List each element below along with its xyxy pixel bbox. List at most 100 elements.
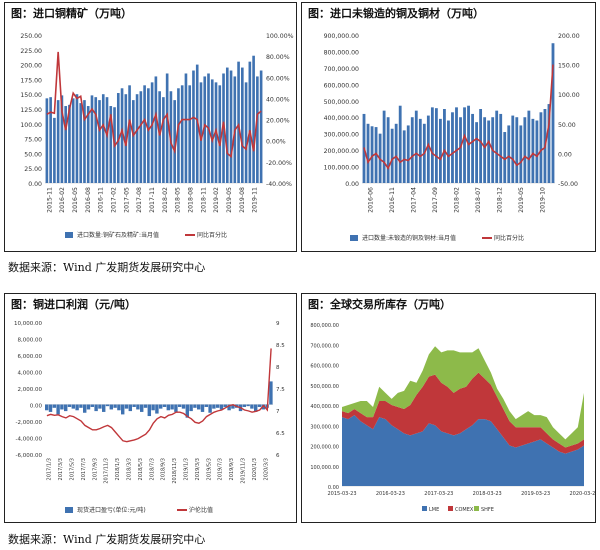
- bar: [48, 404, 53, 412]
- y-left-tick-label: 700,000.00: [324, 66, 359, 73]
- bar: [71, 404, 76, 409]
- legend-swatch: [65, 232, 73, 238]
- y-left-tick-label: 25.00: [24, 166, 42, 173]
- bar: [105, 97, 109, 183]
- legend-label: 同比百分比: [494, 234, 524, 242]
- y-left-tick-label: 175.00: [20, 77, 42, 84]
- x-tick-label: 2019/5/3: [206, 458, 212, 480]
- legend-label: 进口数量:未锻造的铜及铜材:当月值: [362, 234, 456, 242]
- bar: [105, 404, 110, 407]
- bar: [162, 97, 165, 183]
- series-line: [46, 51, 262, 159]
- y-right-tick-label: 6.5: [276, 431, 285, 437]
- y-left-tick-label: 8,000.00: [18, 338, 43, 344]
- bar: [402, 130, 406, 183]
- x-tick-label: 2016-05: [72, 187, 79, 213]
- legend-swatch: [474, 506, 479, 511]
- bar: [370, 126, 374, 183]
- bar: [443, 109, 446, 183]
- bar: [49, 97, 52, 183]
- bar: [231, 404, 235, 409]
- y-left-tick-label: 75.00: [24, 137, 42, 144]
- bar: [223, 404, 228, 407]
- bar: [471, 113, 474, 183]
- bar: [256, 76, 259, 183]
- bar: [79, 103, 83, 183]
- bar: [244, 82, 248, 183]
- chart-exchange-inventory: 0.00 100,000.00 200,000.00 300,000.00 400,00…: [310, 323, 595, 513]
- y-left-tick-label: 300,000.00: [324, 132, 359, 139]
- x-tick-label: 2018/7/3: [149, 458, 155, 480]
- bar: [459, 117, 462, 183]
- source-note: 数据来源：Wind 广发期货发展研究中心: [8, 261, 206, 274]
- x-tick-label: 2020-03-23: [569, 491, 595, 497]
- bar: [507, 125, 511, 183]
- bar: [178, 404, 182, 407]
- y-right-tick-label: 7: [276, 409, 280, 415]
- legend-swatch: [350, 235, 358, 241]
- bar: [192, 70, 195, 183]
- y-left-tick-label: 300,000.00: [310, 424, 339, 430]
- bar: [173, 100, 176, 183]
- x-tick-label: 2017/1/3: [47, 458, 53, 480]
- bar: [64, 106, 67, 183]
- bar: [53, 117, 56, 183]
- y-right-tick-label: 80.00%: [266, 54, 290, 61]
- y-right-tick-label: 60.00%: [266, 75, 290, 82]
- source-note: 数据来源：Wind 广发期货发展研究中心: [8, 533, 206, 546]
- y-left-tick-label: 0.00: [345, 181, 359, 188]
- bar: [390, 128, 394, 183]
- bar: [83, 404, 87, 413]
- bar: [67, 404, 72, 407]
- bar: [438, 118, 442, 183]
- bar: [188, 85, 192, 183]
- bar: [98, 100, 101, 183]
- x-tick-label: 2017-05: [123, 187, 130, 213]
- bar: [143, 85, 146, 183]
- legend-swatch: [422, 506, 427, 511]
- y-right-tick-label: -50.00: [558, 181, 578, 188]
- bar: [523, 117, 527, 183]
- bar: [166, 404, 171, 411]
- legend-label: LME: [429, 507, 439, 513]
- bar: [150, 82, 154, 183]
- area-shfe: [342, 346, 584, 448]
- bar: [170, 404, 174, 410]
- bar: [128, 404, 133, 412]
- bar: [132, 404, 136, 407]
- bar: [479, 109, 483, 183]
- bar: [218, 85, 222, 183]
- bar: [180, 85, 184, 183]
- bar: [455, 107, 458, 183]
- panel-import-profit: 图：铜进口利润（元/吨） -6,000.00 -4,000.00 -2,000.00…: [4, 293, 297, 523]
- y-left-tick-label: 400,000.00: [324, 115, 359, 122]
- x-tick-label: 2019-08: [239, 187, 246, 213]
- legend-label: COMEX: [455, 507, 474, 513]
- x-tick-label: 2017/11/3: [104, 458, 110, 484]
- bar: [519, 125, 523, 183]
- y-left-tick-label: -6,000.00: [16, 453, 43, 459]
- bar: [174, 404, 178, 412]
- bar: [426, 115, 430, 183]
- bar: [447, 120, 450, 183]
- bar: [463, 107, 466, 183]
- bar: [75, 404, 79, 411]
- bar: [94, 404, 98, 412]
- y-left-tick-label: 600,000.00: [310, 364, 339, 370]
- x-tick-label: 2019-05: [518, 187, 525, 213]
- bar: [398, 105, 402, 183]
- bar: [121, 404, 125, 415]
- x-tick-label: 2017-02: [111, 187, 118, 213]
- y-left-tick-label: -4,000.00: [16, 437, 43, 443]
- bar: [511, 115, 515, 183]
- y-left-tick-label: 600,000.00: [324, 82, 359, 89]
- y-right-tick-label: -40.00%: [266, 181, 292, 188]
- bar: [181, 404, 186, 409]
- bar: [185, 404, 190, 418]
- bar: [86, 404, 91, 410]
- x-tick-label: 2019-11: [252, 187, 259, 213]
- y-left-tick-label: 100,000.00: [324, 165, 359, 172]
- bar: [102, 404, 106, 412]
- legend-label: SHFE: [481, 507, 494, 513]
- bar: [193, 404, 197, 408]
